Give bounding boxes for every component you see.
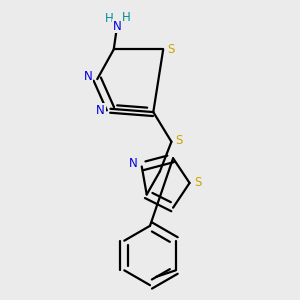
Text: N: N [96, 104, 105, 117]
Text: S: S [175, 134, 182, 147]
Text: H: H [104, 12, 113, 25]
Text: S: S [194, 176, 202, 190]
Text: H: H [122, 11, 130, 24]
Text: N: N [129, 157, 138, 170]
Text: N: N [84, 70, 92, 83]
Text: N: N [113, 20, 122, 33]
Text: S: S [167, 43, 174, 56]
